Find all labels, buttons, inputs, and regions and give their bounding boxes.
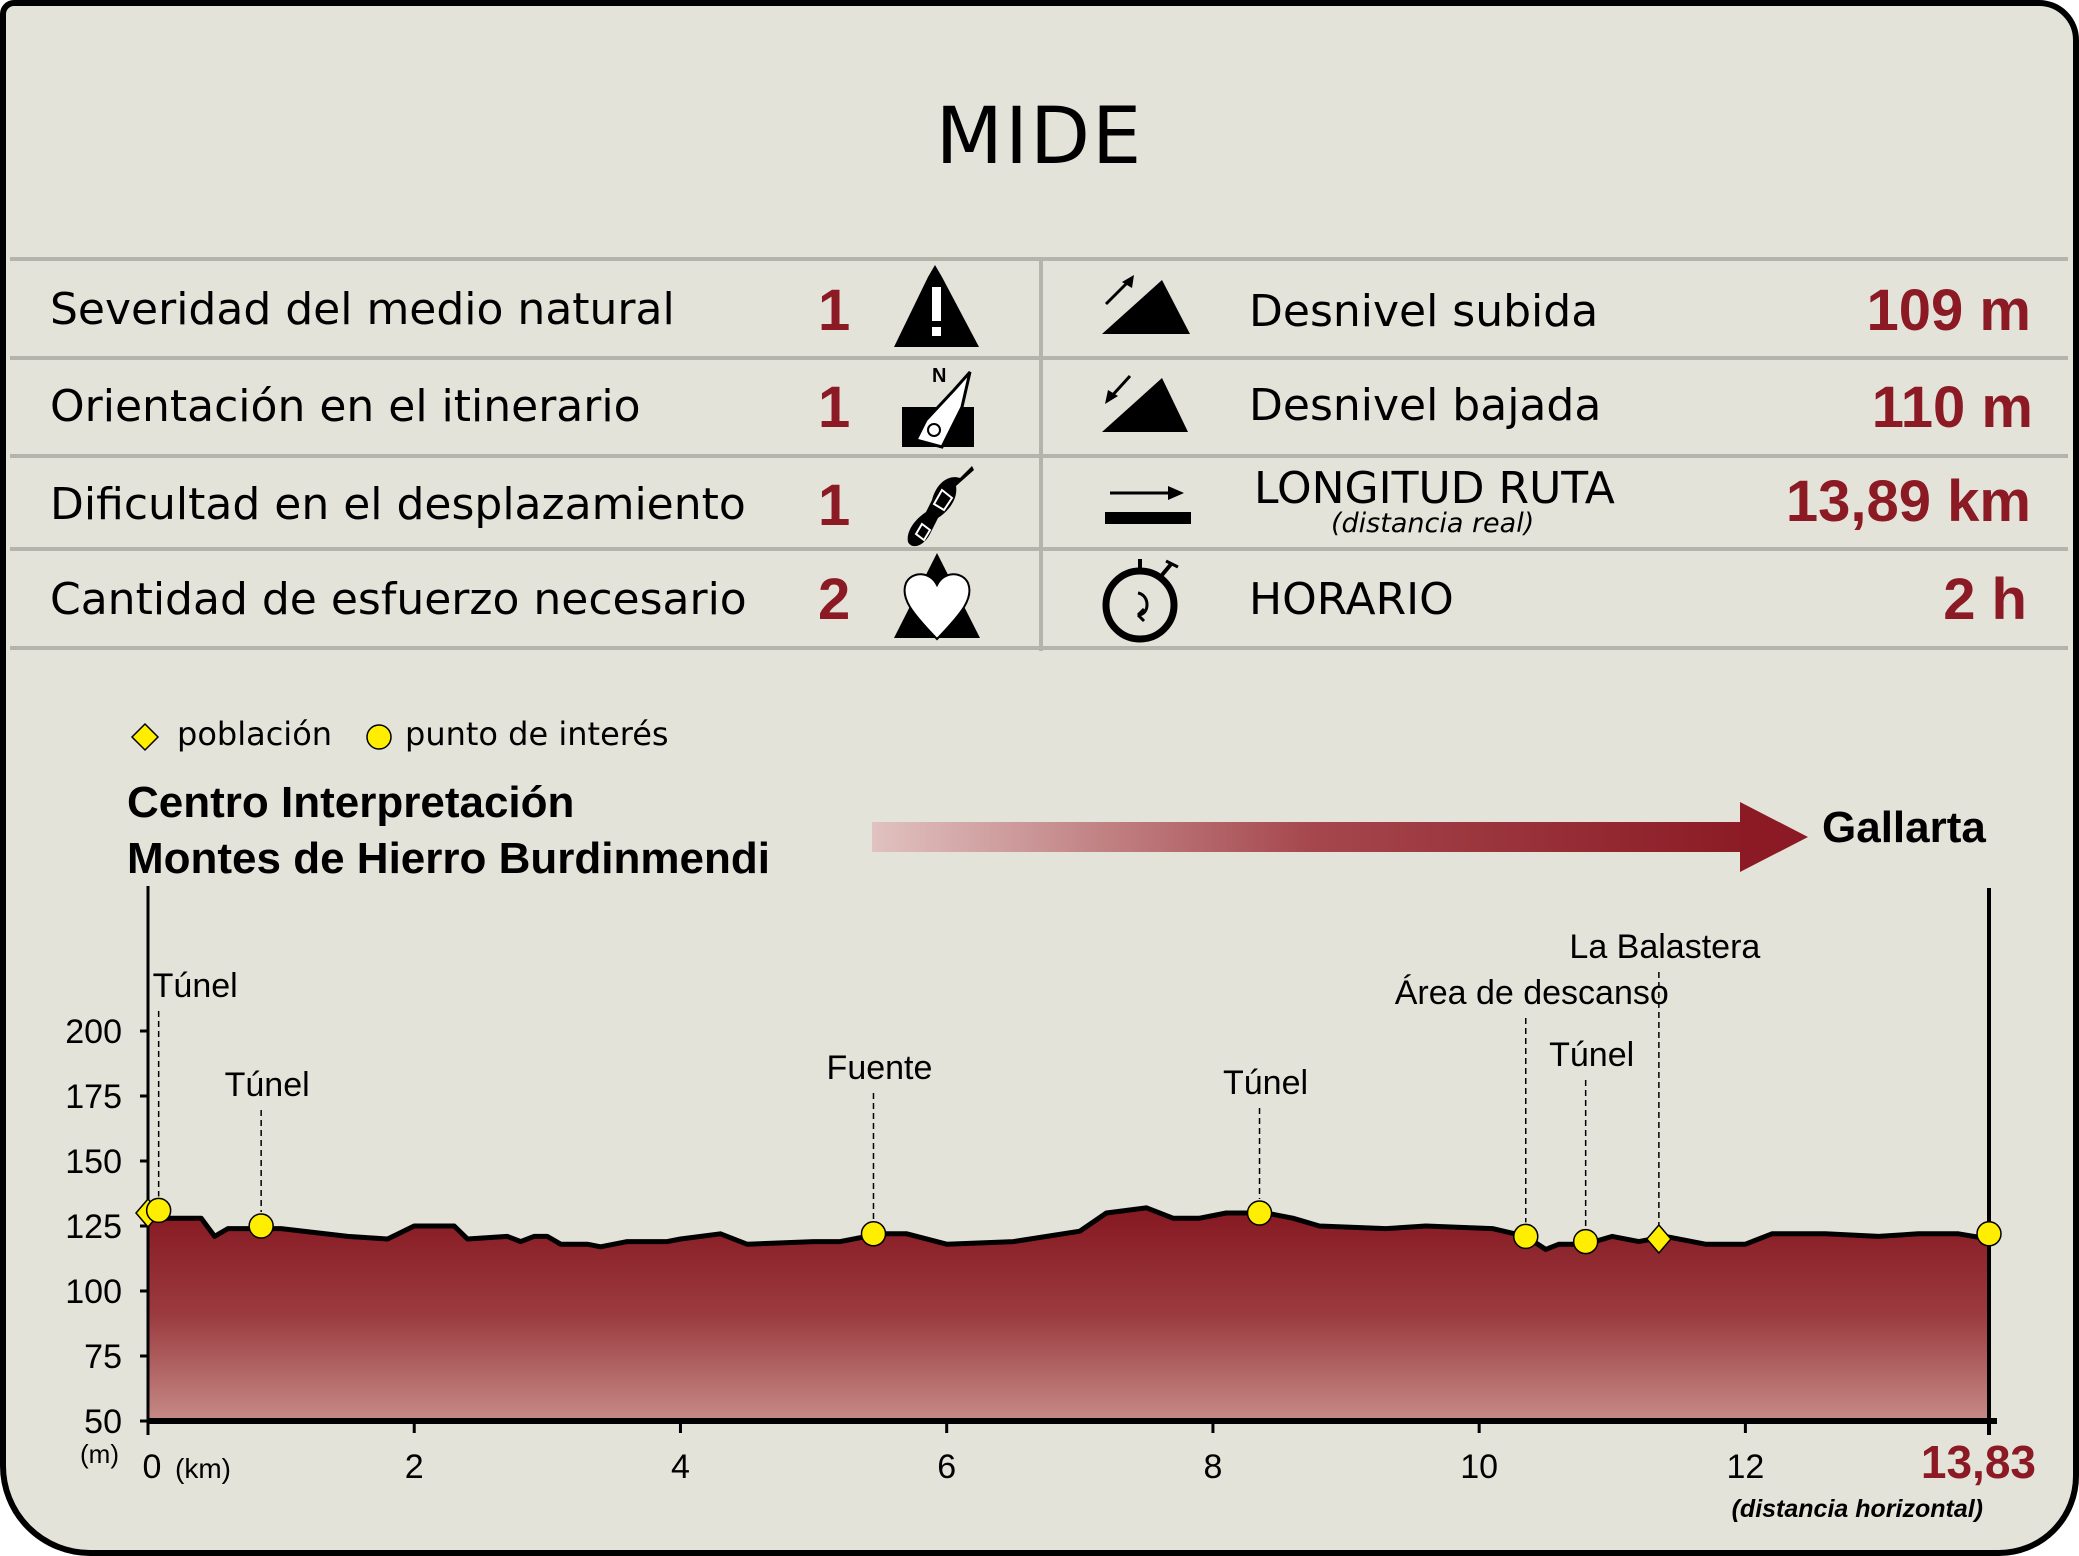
poi-marker[interactable]: [1976, 1221, 2002, 1247]
town-marker[interactable]: [1645, 1223, 1672, 1255]
route-start-line2: Montes de Hierro Burdinmendi: [127, 834, 770, 883]
poi-marker[interactable]: [860, 1221, 887, 1247]
stat-label: Desnivel bajada: [1249, 380, 1602, 431]
x-tick-label: 6: [937, 1448, 956, 1486]
legend-town: población: [177, 715, 333, 753]
poi-marker[interactable]: [248, 1213, 274, 1239]
stat-value: 109 m: [1866, 278, 2031, 343]
y-tick-label: 75: [84, 1338, 122, 1376]
column-divider: [1039, 259, 1043, 651]
y-tick-label: 125: [65, 1208, 122, 1246]
mide-value: 2: [818, 567, 851, 632]
x-tick-label: 10: [1460, 1448, 1498, 1486]
town-diamond-icon: [130, 722, 160, 752]
poi-circle-icon: [366, 724, 392, 750]
elevation-area: [148, 1207, 1989, 1421]
poi-label: Túnel: [153, 967, 238, 1005]
poi-marker[interactable]: [1572, 1228, 1599, 1255]
heart-mountain-icon: [894, 553, 980, 641]
poi-marker[interactable]: [145, 1197, 172, 1224]
poi-label: Túnel: [1223, 1064, 1308, 1102]
x-tick-label: 8: [1203, 1448, 1222, 1486]
route-start-line1: Centro Interpretación: [127, 778, 575, 827]
stat-label: HORARIO: [1249, 574, 1454, 625]
y-tick-label: 175: [65, 1078, 122, 1116]
descent-icon: [1102, 374, 1188, 432]
elevation-line: [148, 1205, 1990, 1252]
x-end-label: 13,83: [1921, 1436, 2036, 1488]
route-end: Gallarta: [1822, 803, 1986, 852]
mide-value: 1: [818, 278, 851, 343]
x-tick-label: 0: [143, 1448, 162, 1486]
legend-poi: punto de interés: [405, 715, 669, 753]
distance-arrow-icon: [1105, 486, 1191, 524]
poi-label: Fuente: [827, 1049, 933, 1087]
y-axis-unit: (m): [80, 1439, 119, 1469]
x-tick-label: 12: [1726, 1448, 1764, 1486]
warning-mountain-icon: [894, 265, 979, 347]
x-axis-unit: (km): [175, 1453, 231, 1484]
mide-label: Orientación en el itinerario: [50, 381, 641, 432]
stat-label: LONGITUD RUTA: [1254, 463, 1615, 514]
svg-text:N: N: [932, 365, 946, 387]
x-end-note: (distancia horizontal): [1732, 1495, 1983, 1523]
y-tick-label: 100: [65, 1273, 122, 1311]
stat-label: Desnivel subida: [1249, 286, 1599, 337]
poi-label: Área de descanso: [1395, 974, 1669, 1012]
mide-label: Cantidad de esfuerzo necesario: [50, 574, 747, 625]
direction-arrow-icon: [872, 802, 1808, 872]
y-tick-label: 150: [65, 1143, 122, 1181]
x-tick-label: 2: [405, 1448, 424, 1486]
poi-label: Túnel: [1549, 1036, 1634, 1074]
poi-marker[interactable]: [1246, 1200, 1273, 1226]
page-title: MIDE: [935, 92, 1144, 182]
mide-value: 1: [818, 375, 851, 440]
stat-sublabel: (distancia real): [1331, 508, 1535, 539]
y-tick-label: 50: [84, 1403, 122, 1441]
stat-value: 110 m: [1871, 375, 2033, 440]
footprint-icon: [907, 466, 974, 547]
x-tick-label: 4: [671, 1448, 690, 1486]
poi-marker[interactable]: [1513, 1223, 1539, 1250]
y-tick-label: 200: [65, 1013, 122, 1051]
ascent-icon: [1102, 275, 1190, 334]
mide-label: Severidad del medio natural: [50, 284, 675, 335]
compass-icon: N: [902, 365, 974, 449]
mide-label: Dificultad en el desplazamiento: [50, 479, 746, 530]
stat-value: 13,89 km: [1785, 469, 2031, 534]
poi-label: La Balastera: [1569, 928, 1760, 966]
stopwatch-icon: [1102, 559, 1179, 643]
route-start: Centro Interpretación Montes de Hierro B…: [127, 775, 770, 887]
stat-value: 2 h: [1943, 567, 2027, 632]
poi-label: Túnel: [225, 1066, 310, 1104]
mide-value: 1: [818, 473, 851, 538]
